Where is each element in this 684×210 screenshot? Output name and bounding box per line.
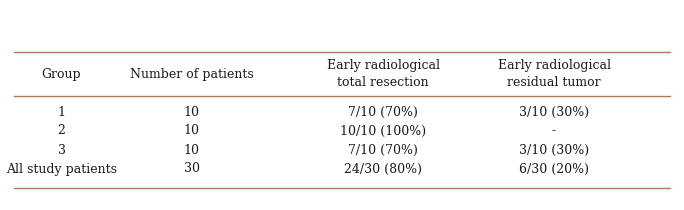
Text: -: - <box>552 125 556 138</box>
Text: All study patients: All study patients <box>6 163 117 176</box>
Text: 7/10 (70%): 7/10 (70%) <box>348 143 418 156</box>
Text: 3/10 (30%): 3/10 (30%) <box>519 105 589 118</box>
Text: 10: 10 <box>183 105 200 118</box>
Text: Early radiological
total resection: Early radiological total resection <box>326 59 440 89</box>
Text: 10: 10 <box>183 125 200 138</box>
Text: 1: 1 <box>57 105 66 118</box>
Text: 30: 30 <box>183 163 200 176</box>
Text: Group: Group <box>42 67 81 80</box>
Text: 3/10 (30%): 3/10 (30%) <box>519 143 589 156</box>
Text: 10: 10 <box>183 143 200 156</box>
Text: 6/30 (20%): 6/30 (20%) <box>519 163 589 176</box>
Text: 10/10 (100%): 10/10 (100%) <box>340 125 426 138</box>
Text: 7/10 (70%): 7/10 (70%) <box>348 105 418 118</box>
Text: 3: 3 <box>57 143 66 156</box>
Text: Early radiological
residual tumor: Early radiological residual tumor <box>497 59 611 89</box>
Text: 2: 2 <box>57 125 66 138</box>
Text: Number of patients: Number of patients <box>130 67 253 80</box>
Text: 24/30 (80%): 24/30 (80%) <box>344 163 422 176</box>
